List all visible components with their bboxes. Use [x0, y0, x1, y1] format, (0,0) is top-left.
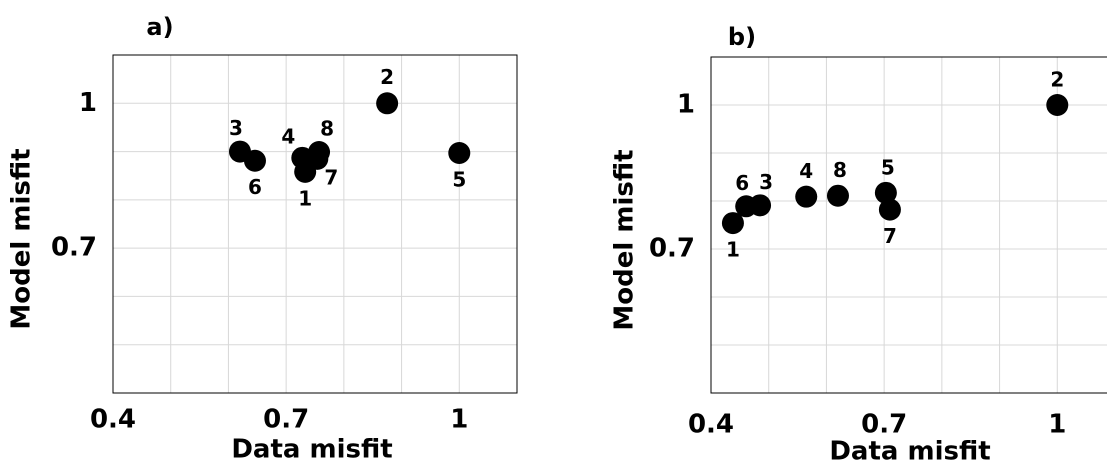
point-label: 3 — [229, 116, 243, 140]
point-label: 6 — [735, 171, 749, 195]
chart-title: b) — [728, 23, 756, 51]
point-label: 3 — [759, 170, 773, 194]
y-tick-label: 0.7 — [649, 234, 695, 264]
chart-title: a) — [146, 13, 173, 41]
y-tick-label: 0.7 — [51, 233, 97, 263]
point — [735, 195, 758, 218]
point-label: 7 — [883, 224, 897, 248]
point-label: 5 — [881, 155, 895, 179]
plot-frame — [710, 56, 1107, 394]
y-axis-label: Model misfit — [7, 148, 37, 329]
point-label: 7 — [324, 165, 338, 189]
point-label: 8 — [320, 117, 334, 141]
point — [308, 141, 331, 164]
y-tick-label: 1 — [79, 88, 97, 118]
y-tick-label: 1 — [677, 90, 695, 120]
point — [243, 149, 266, 172]
x-tick-label: 0.7 — [861, 410, 907, 440]
point — [376, 92, 399, 115]
point-label: 1 — [298, 186, 312, 210]
x-axis-label: Data misfit — [829, 437, 990, 465]
point — [1046, 94, 1069, 116]
panel: 0.4 0.7 1 0.7 1 a) Data misfit Model misfit 1 2 3 4… — [7, 13, 518, 465]
point — [448, 142, 471, 165]
x-tick-label: 1 — [1048, 410, 1066, 440]
panel: 0.4 0.7 1 0.7 1 b) Data misfit Model misfit 1 2 3 4… — [610, 23, 1107, 465]
point — [874, 181, 897, 204]
point-label: 5 — [452, 168, 466, 192]
y-axis-label: Model misfit — [610, 149, 640, 330]
point-label: 1 — [726, 238, 740, 262]
point-label: 4 — [799, 159, 813, 183]
point-label: 4 — [281, 124, 295, 148]
x-tick-label: 0.7 — [263, 405, 309, 435]
point-label: 2 — [380, 65, 394, 89]
point — [721, 212, 744, 235]
x-tick-label: 0.4 — [688, 410, 734, 440]
point — [795, 185, 818, 208]
point — [826, 184, 849, 207]
point-label: 8 — [833, 158, 847, 182]
point-label: 6 — [248, 175, 262, 199]
plot-frame — [112, 54, 518, 394]
point-label: 2 — [1050, 68, 1064, 92]
x-tick-label: 0.4 — [90, 405, 136, 435]
x-tick-label: 1 — [450, 405, 468, 435]
point — [878, 198, 901, 221]
x-axis-label: Data misfit — [231, 435, 392, 465]
